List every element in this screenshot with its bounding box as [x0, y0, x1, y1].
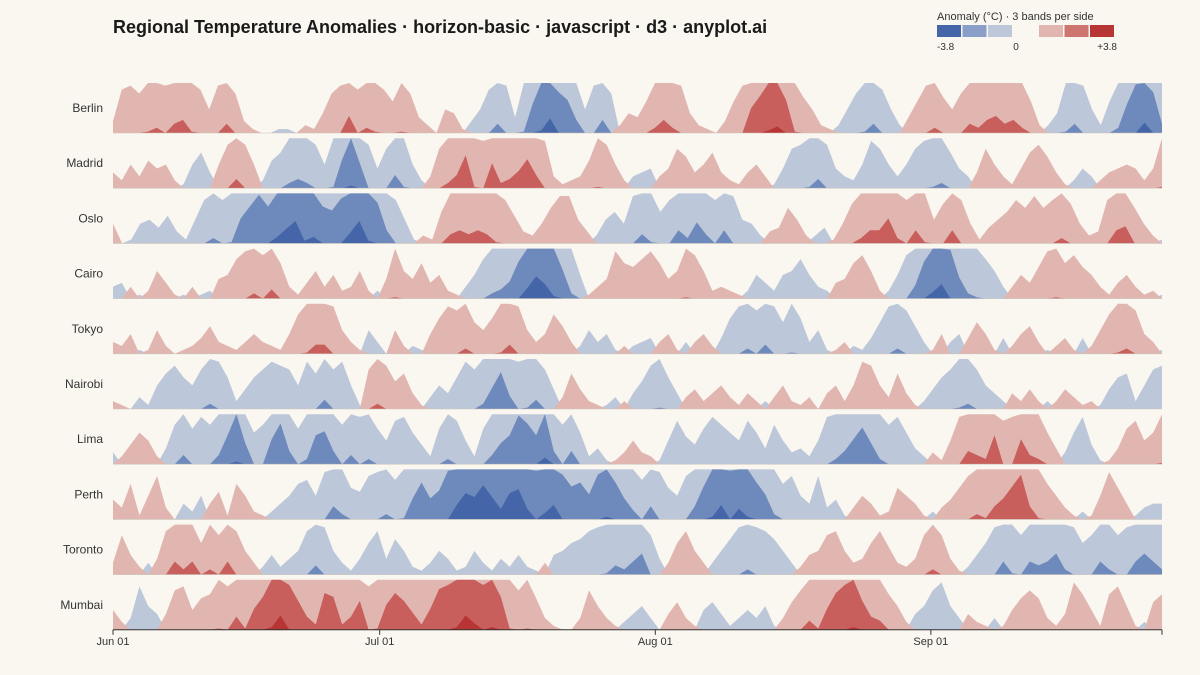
negative-band-1 [113, 138, 1162, 189]
horizon-row: Toronto [63, 524, 1162, 575]
negative-band-1 [113, 248, 1162, 299]
negative-band-2 [113, 553, 1162, 575]
horizon-row: Oslo [78, 193, 1162, 244]
horizon-row: Nairobi [65, 359, 1162, 410]
positive-band-1 [113, 248, 1162, 299]
positive-band-2 [113, 403, 1162, 409]
positive-band-1 [113, 524, 1162, 575]
row-label: Berlin [72, 101, 103, 115]
positive-band-2 [113, 344, 1162, 354]
legend-swatch-positive [1090, 25, 1114, 37]
legend-swatch-positive [1064, 25, 1089, 37]
row-label: Cairo [74, 267, 103, 281]
positive-band-1 [113, 138, 1162, 189]
horizon-row: Lima [77, 414, 1162, 465]
legend-swatches [937, 25, 1114, 37]
row-label: Mumbai [60, 598, 103, 612]
horizon-row: Cairo [74, 248, 1162, 299]
positive-band-1 [113, 359, 1162, 409]
negative-band-1 [113, 359, 1162, 409]
row-label: Tokyo [72, 322, 104, 336]
row-label: Nairobi [65, 377, 103, 391]
row-label: Toronto [63, 543, 103, 557]
horizon-row: Berlin [72, 83, 1162, 134]
row-label: Lima [77, 432, 103, 446]
negative-band-1 [113, 303, 1162, 354]
negative-band-2 [113, 344, 1162, 354]
positive-band-2 [113, 289, 1162, 299]
horizon-row: Mumbai [60, 579, 1162, 631]
chart-title: Regional Temperature Anomalies · horizon… [113, 17, 767, 37]
negative-band-2 [113, 193, 1162, 244]
horizon-row: Tokyo [72, 303, 1162, 355]
negative-band-1 [113, 524, 1162, 575]
positive-band-1 [113, 579, 1162, 630]
x-tick-label: Sep 01 [913, 636, 948, 648]
row-label: Oslo [78, 211, 103, 225]
row-label: Madrid [66, 156, 103, 170]
negative-band-1 [113, 414, 1162, 465]
horizon-row: Madrid [66, 138, 1162, 189]
negative-band-1 [113, 469, 1162, 520]
x-tick-label: Jun 01 [96, 636, 129, 648]
legend-max-label: +3.8 [1097, 42, 1117, 53]
negative-band-1 [113, 83, 1162, 133]
legend: Anomaly (°C) · 3 bands per side -3.8 0 +… [937, 11, 1117, 53]
positive-band-1 [113, 469, 1162, 520]
positive-band-2 [113, 218, 1162, 244]
legend-swatch-positive [1039, 25, 1063, 37]
x-tick-label: Jul 01 [365, 636, 394, 648]
negative-band-2 [113, 248, 1162, 299]
row-label: Perth [74, 487, 103, 501]
x-tick-label: Aug 01 [638, 636, 673, 648]
positive-band-1 [113, 414, 1162, 465]
x-axis: Jun 01 Jul 01 Aug 01 Sep 01 [96, 629, 1163, 648]
legend-swatch-negative [988, 25, 1012, 37]
horizon-row: Perth [74, 469, 1162, 520]
legend-zero-label: 0 [1013, 42, 1019, 53]
legend-swatch-negative [937, 25, 961, 37]
negative-band-2 [113, 414, 1162, 465]
positive-band-1 [113, 303, 1162, 354]
positive-band-1 [113, 193, 1162, 244]
legend-swatch-negative [962, 25, 987, 37]
positive-band-1 [113, 83, 1162, 133]
positive-band-2 [113, 579, 1162, 630]
negative-band-1 [113, 582, 1162, 630]
legend-min-label: -3.8 [937, 42, 955, 53]
legend-title: Anomaly (°C) · 3 bands per side [937, 11, 1094, 23]
horizon-rows: Berlin Madrid Oslo Cairo Tokyo Nairobi Lima Per… [60, 83, 1162, 631]
